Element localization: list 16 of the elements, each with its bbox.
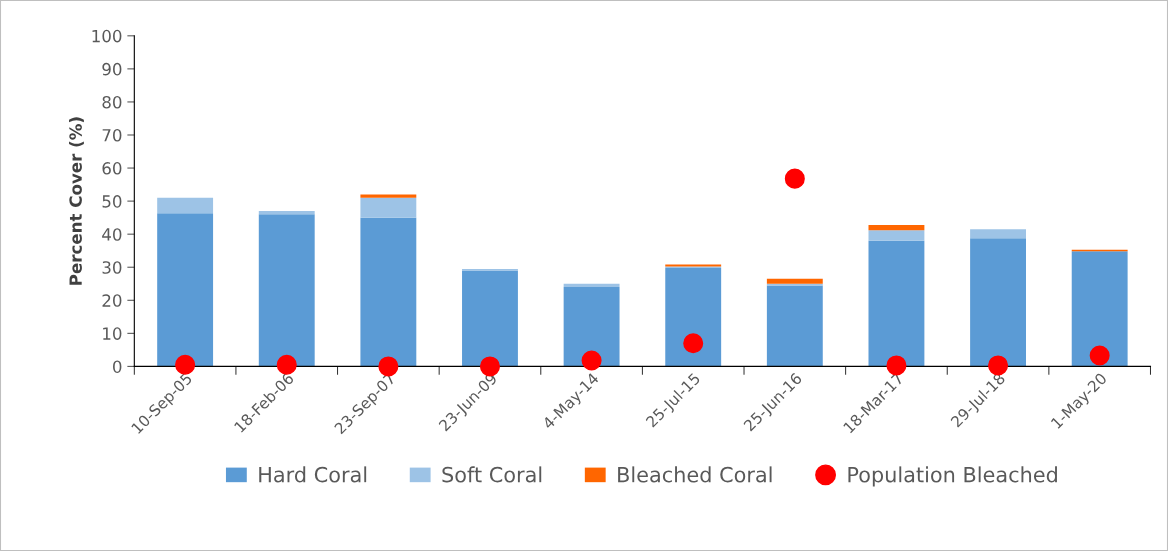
legend-label: Hard Coral bbox=[259, 466, 367, 483]
y-tick-label: 20 bbox=[102, 294, 122, 307]
legend-label: Bleached Coral bbox=[618, 466, 772, 483]
legend-label: Soft Coral bbox=[442, 466, 542, 483]
y-tick-label: 60 bbox=[102, 162, 122, 175]
legend-label: Population Bleached bbox=[848, 466, 1057, 487]
y-tick-label: 40 bbox=[102, 228, 122, 241]
y-tick-label: 70 bbox=[102, 128, 122, 142]
y-tick-label: 50 bbox=[102, 195, 122, 208]
y-tick-label: 30 bbox=[102, 261, 122, 274]
y-tick-label: 100 bbox=[92, 29, 122, 43]
y-tick-label: 90 bbox=[102, 62, 122, 76]
y-axis-title: Percent Cover (%) bbox=[69, 117, 84, 285]
y-tick-label: 10 bbox=[103, 327, 122, 340]
y-tick-label: 0 bbox=[113, 360, 122, 373]
y-tick-label: 80 bbox=[102, 95, 122, 109]
